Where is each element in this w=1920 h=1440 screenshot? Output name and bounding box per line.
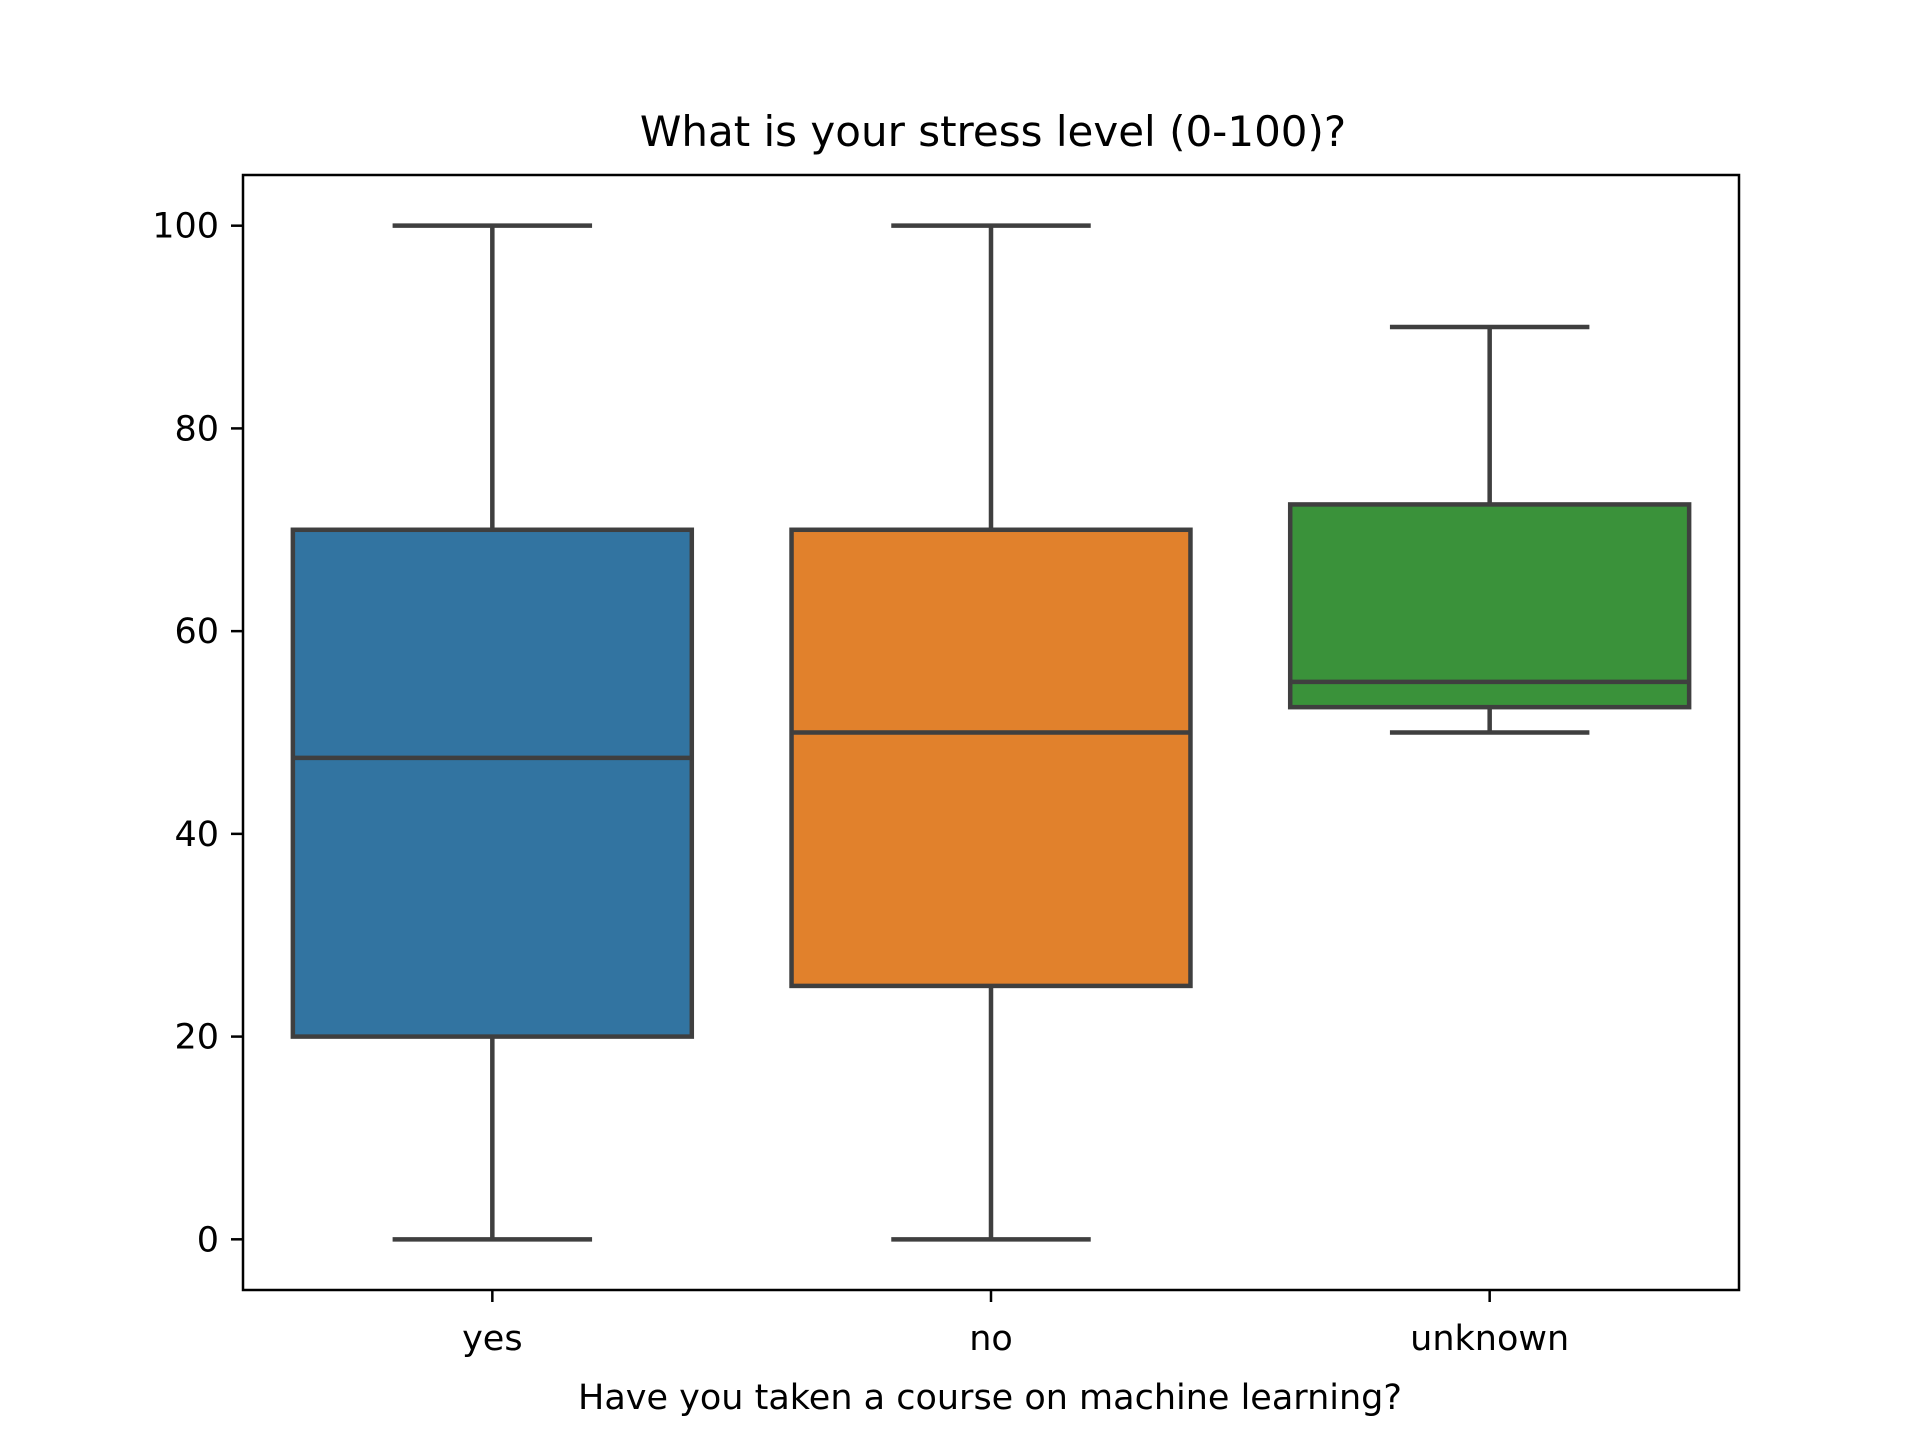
x-tick-label: unknown	[1410, 1319, 1569, 1359]
y-tick-label: 100	[152, 207, 219, 247]
x-tick-label: no	[969, 1319, 1013, 1359]
y-tick-label: 60	[174, 612, 219, 652]
x-tick-label: yes	[462, 1319, 522, 1359]
chart-title: What is your stress level (0-100)?	[640, 107, 1346, 156]
box-iqr	[290, 527, 695, 1039]
x-axis-label: Have you taken a course on machine learn…	[578, 1378, 1402, 1418]
y-tick-label: 80	[174, 409, 219, 449]
x-axis: yes no unknown	[462, 1290, 1569, 1359]
y-tick-label: 40	[174, 815, 219, 855]
box-group-yes	[290, 223, 695, 1242]
box-group-no	[789, 223, 1193, 1242]
boxes-layer	[290, 223, 1692, 1242]
box-group-unknown	[1287, 324, 1692, 735]
y-tick-label: 20	[174, 1018, 219, 1058]
y-axis: 0 20 40 60 80 100	[152, 207, 243, 1260]
plot-frame	[241, 173, 1741, 1292]
y-tick-label: 0	[197, 1220, 219, 1260]
box-iqr	[1287, 502, 1692, 710]
box-iqr	[789, 527, 1193, 989]
